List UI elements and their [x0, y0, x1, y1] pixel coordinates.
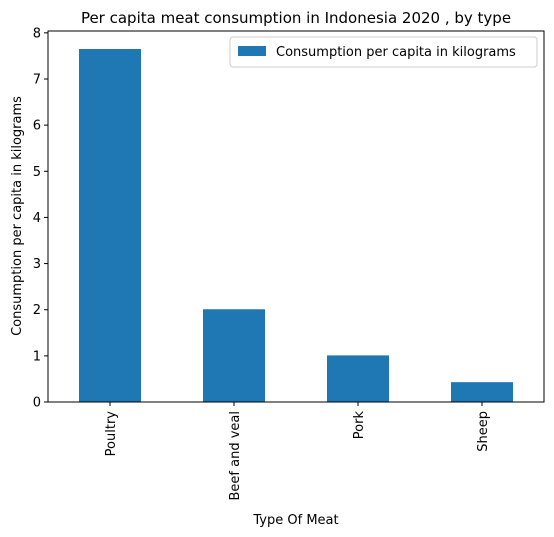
y-tick-label: 4: [33, 211, 41, 226]
x-axis-ticks: Poultry Beef and veal Pork Sheep: [104, 402, 491, 500]
legend: Consumption per capita in kilograms: [229, 36, 538, 68]
y-tick-label: 2: [33, 303, 41, 318]
y-tick-label: 3: [33, 257, 41, 272]
bar-sheep: [451, 382, 513, 402]
legend-label: Consumption per capita in kilograms: [276, 45, 516, 60]
bar-pork: [327, 355, 389, 402]
y-axis-label: Consumption per capita in kilograms: [10, 96, 25, 336]
y-tick-label: 0: [33, 396, 41, 411]
x-axis-label: Type Of Meat: [252, 513, 338, 528]
bar-poultry: [79, 48, 141, 402]
legend-swatch: [238, 46, 266, 56]
y-tick-label: 5: [33, 165, 41, 180]
plot-frame: [47, 30, 545, 403]
x-tick-label: Pork: [352, 411, 367, 440]
x-tick-label: Poultry: [104, 411, 119, 457]
x-tick-label: Sheep: [476, 411, 491, 452]
y-tick-label: 1: [33, 349, 41, 364]
x-tick-label: Beef and veal: [228, 411, 243, 500]
legend-box: [229, 36, 538, 68]
chart-title: Per capita meat consumption in Indonesia…: [81, 9, 511, 27]
bar-beef-and-veal: [203, 309, 265, 402]
y-tick-label: 8: [33, 26, 41, 41]
y-axis-ticks: 0 1 2 3 4 5 6 7 8: [33, 26, 48, 411]
bars: [79, 48, 513, 402]
y-tick-label: 6: [33, 119, 41, 134]
y-tick-label: 7: [33, 72, 41, 87]
